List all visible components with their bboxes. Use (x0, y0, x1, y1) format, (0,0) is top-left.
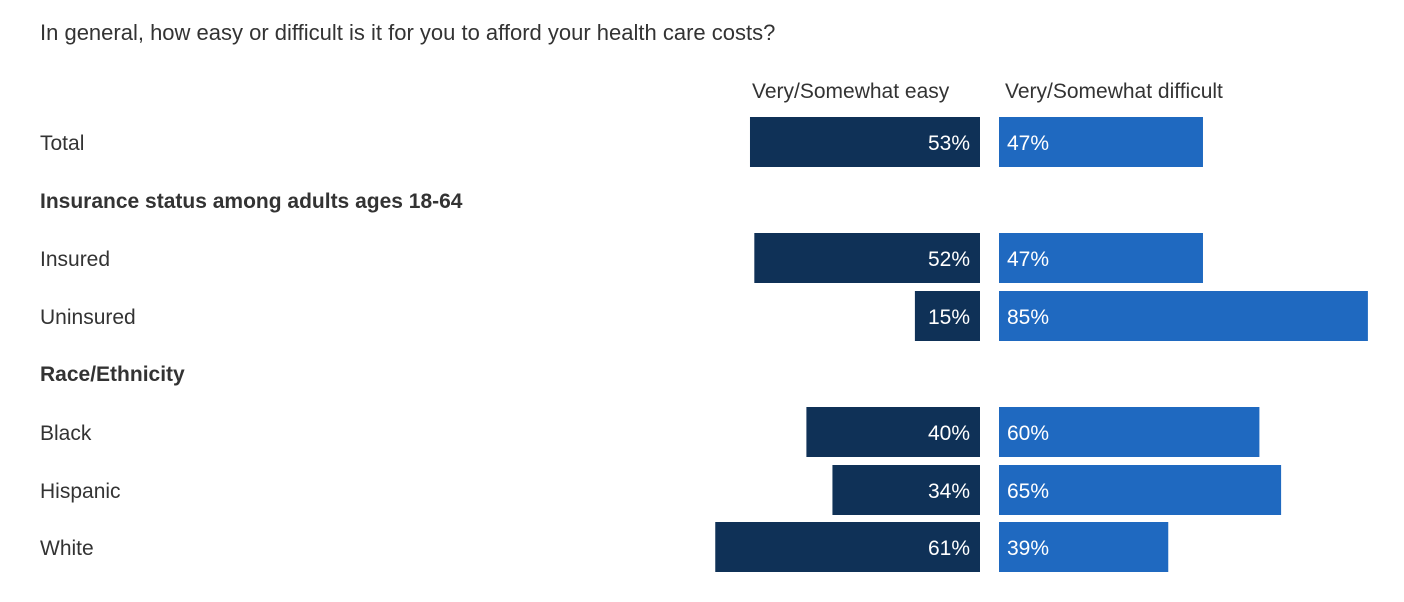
row-label: Insured (40, 248, 110, 271)
data-label-difficult: 60% (1007, 422, 1049, 445)
data-label-easy: 61% (928, 537, 970, 560)
column-header-difficult: Very/Somewhat difficult (1005, 80, 1223, 103)
data-label-difficult: 65% (1007, 480, 1049, 503)
bar-easy (806, 407, 980, 457)
bar-difficult (999, 233, 1203, 283)
data-label-difficult: 39% (1007, 537, 1049, 560)
bar-easy (914, 291, 980, 341)
data-label-easy: 34% (928, 480, 970, 503)
group-header-label: Race/Ethnicity (40, 363, 185, 386)
row-label: White (40, 537, 94, 560)
bar-easy (754, 233, 980, 283)
bar-difficult (999, 465, 1282, 515)
row-label: Total (40, 132, 84, 155)
data-label-easy: 15% (928, 306, 970, 329)
chart-title: In general, how easy or difficult is it … (40, 20, 776, 45)
column-header-easy: Very/Somewhat easy (752, 80, 950, 103)
bar-easy (749, 117, 980, 167)
data-label-difficult: 47% (1007, 248, 1049, 271)
group-header-label: Insurance status among adults ages 18-64 (40, 190, 463, 213)
row-label: Uninsured (40, 306, 136, 329)
bar-difficult (999, 291, 1368, 341)
bar-easy (832, 465, 980, 515)
data-label-difficult: 47% (1007, 132, 1049, 155)
data-label-easy: 53% (928, 132, 970, 155)
data-label-difficult: 85% (1007, 306, 1049, 329)
row-label: Hispanic (40, 480, 121, 503)
data-label-easy: 40% (928, 422, 970, 445)
row-label: Black (40, 422, 92, 445)
bar-difficult (999, 117, 1203, 167)
bar-easy (715, 522, 980, 572)
data-label-easy: 52% (928, 248, 970, 271)
bar-difficult (999, 522, 1169, 572)
bar-difficult (999, 407, 1260, 457)
